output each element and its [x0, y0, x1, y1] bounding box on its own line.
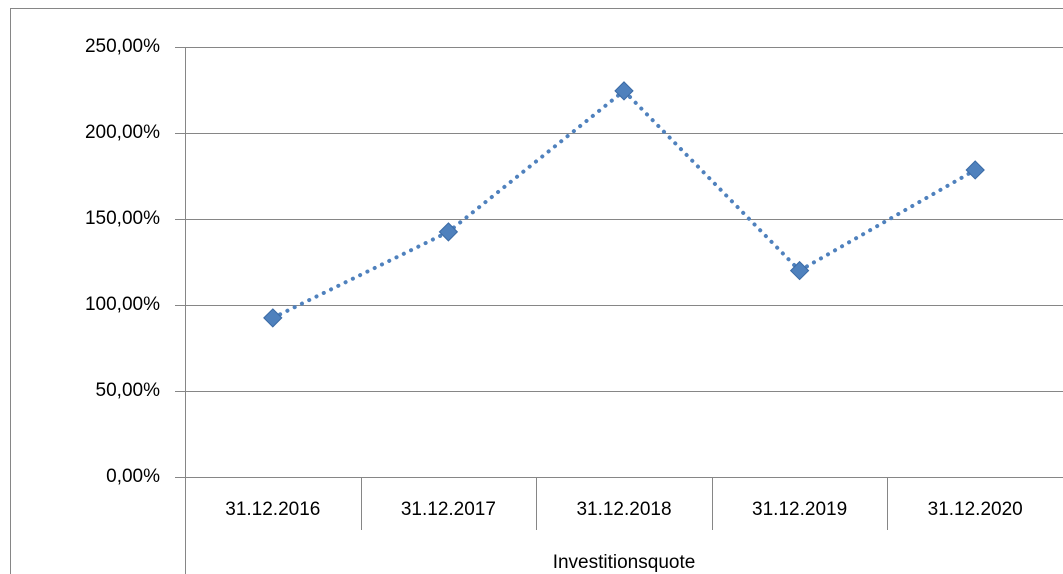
series-line — [270, 88, 978, 320]
x-tick-label: 31.12.2018 — [576, 499, 671, 520]
y-tick-label: 250,00% — [85, 36, 160, 57]
data-point — [965, 160, 985, 180]
x-axis-label: Investitionsquote — [553, 552, 696, 573]
x-tick-label: 31.12.2016 — [225, 499, 320, 520]
y-tick-label: 200,00% — [85, 122, 160, 143]
y-tick-label: 0,00% — [106, 466, 160, 487]
y-tick-label: 100,00% — [85, 294, 160, 315]
x-tick-label: 31.12.2017 — [401, 499, 496, 520]
y-tick-label: 150,00% — [85, 208, 160, 229]
y-tick-label: 50,00% — [96, 380, 161, 401]
chart-frame — [10, 8, 1063, 574]
data-point — [614, 81, 634, 101]
x-tick-label: 31.12.2019 — [752, 499, 847, 520]
data-point — [263, 308, 283, 328]
data-point — [438, 222, 459, 242]
data-point — [789, 260, 810, 281]
x-tick-label: 31.12.2020 — [928, 499, 1023, 520]
